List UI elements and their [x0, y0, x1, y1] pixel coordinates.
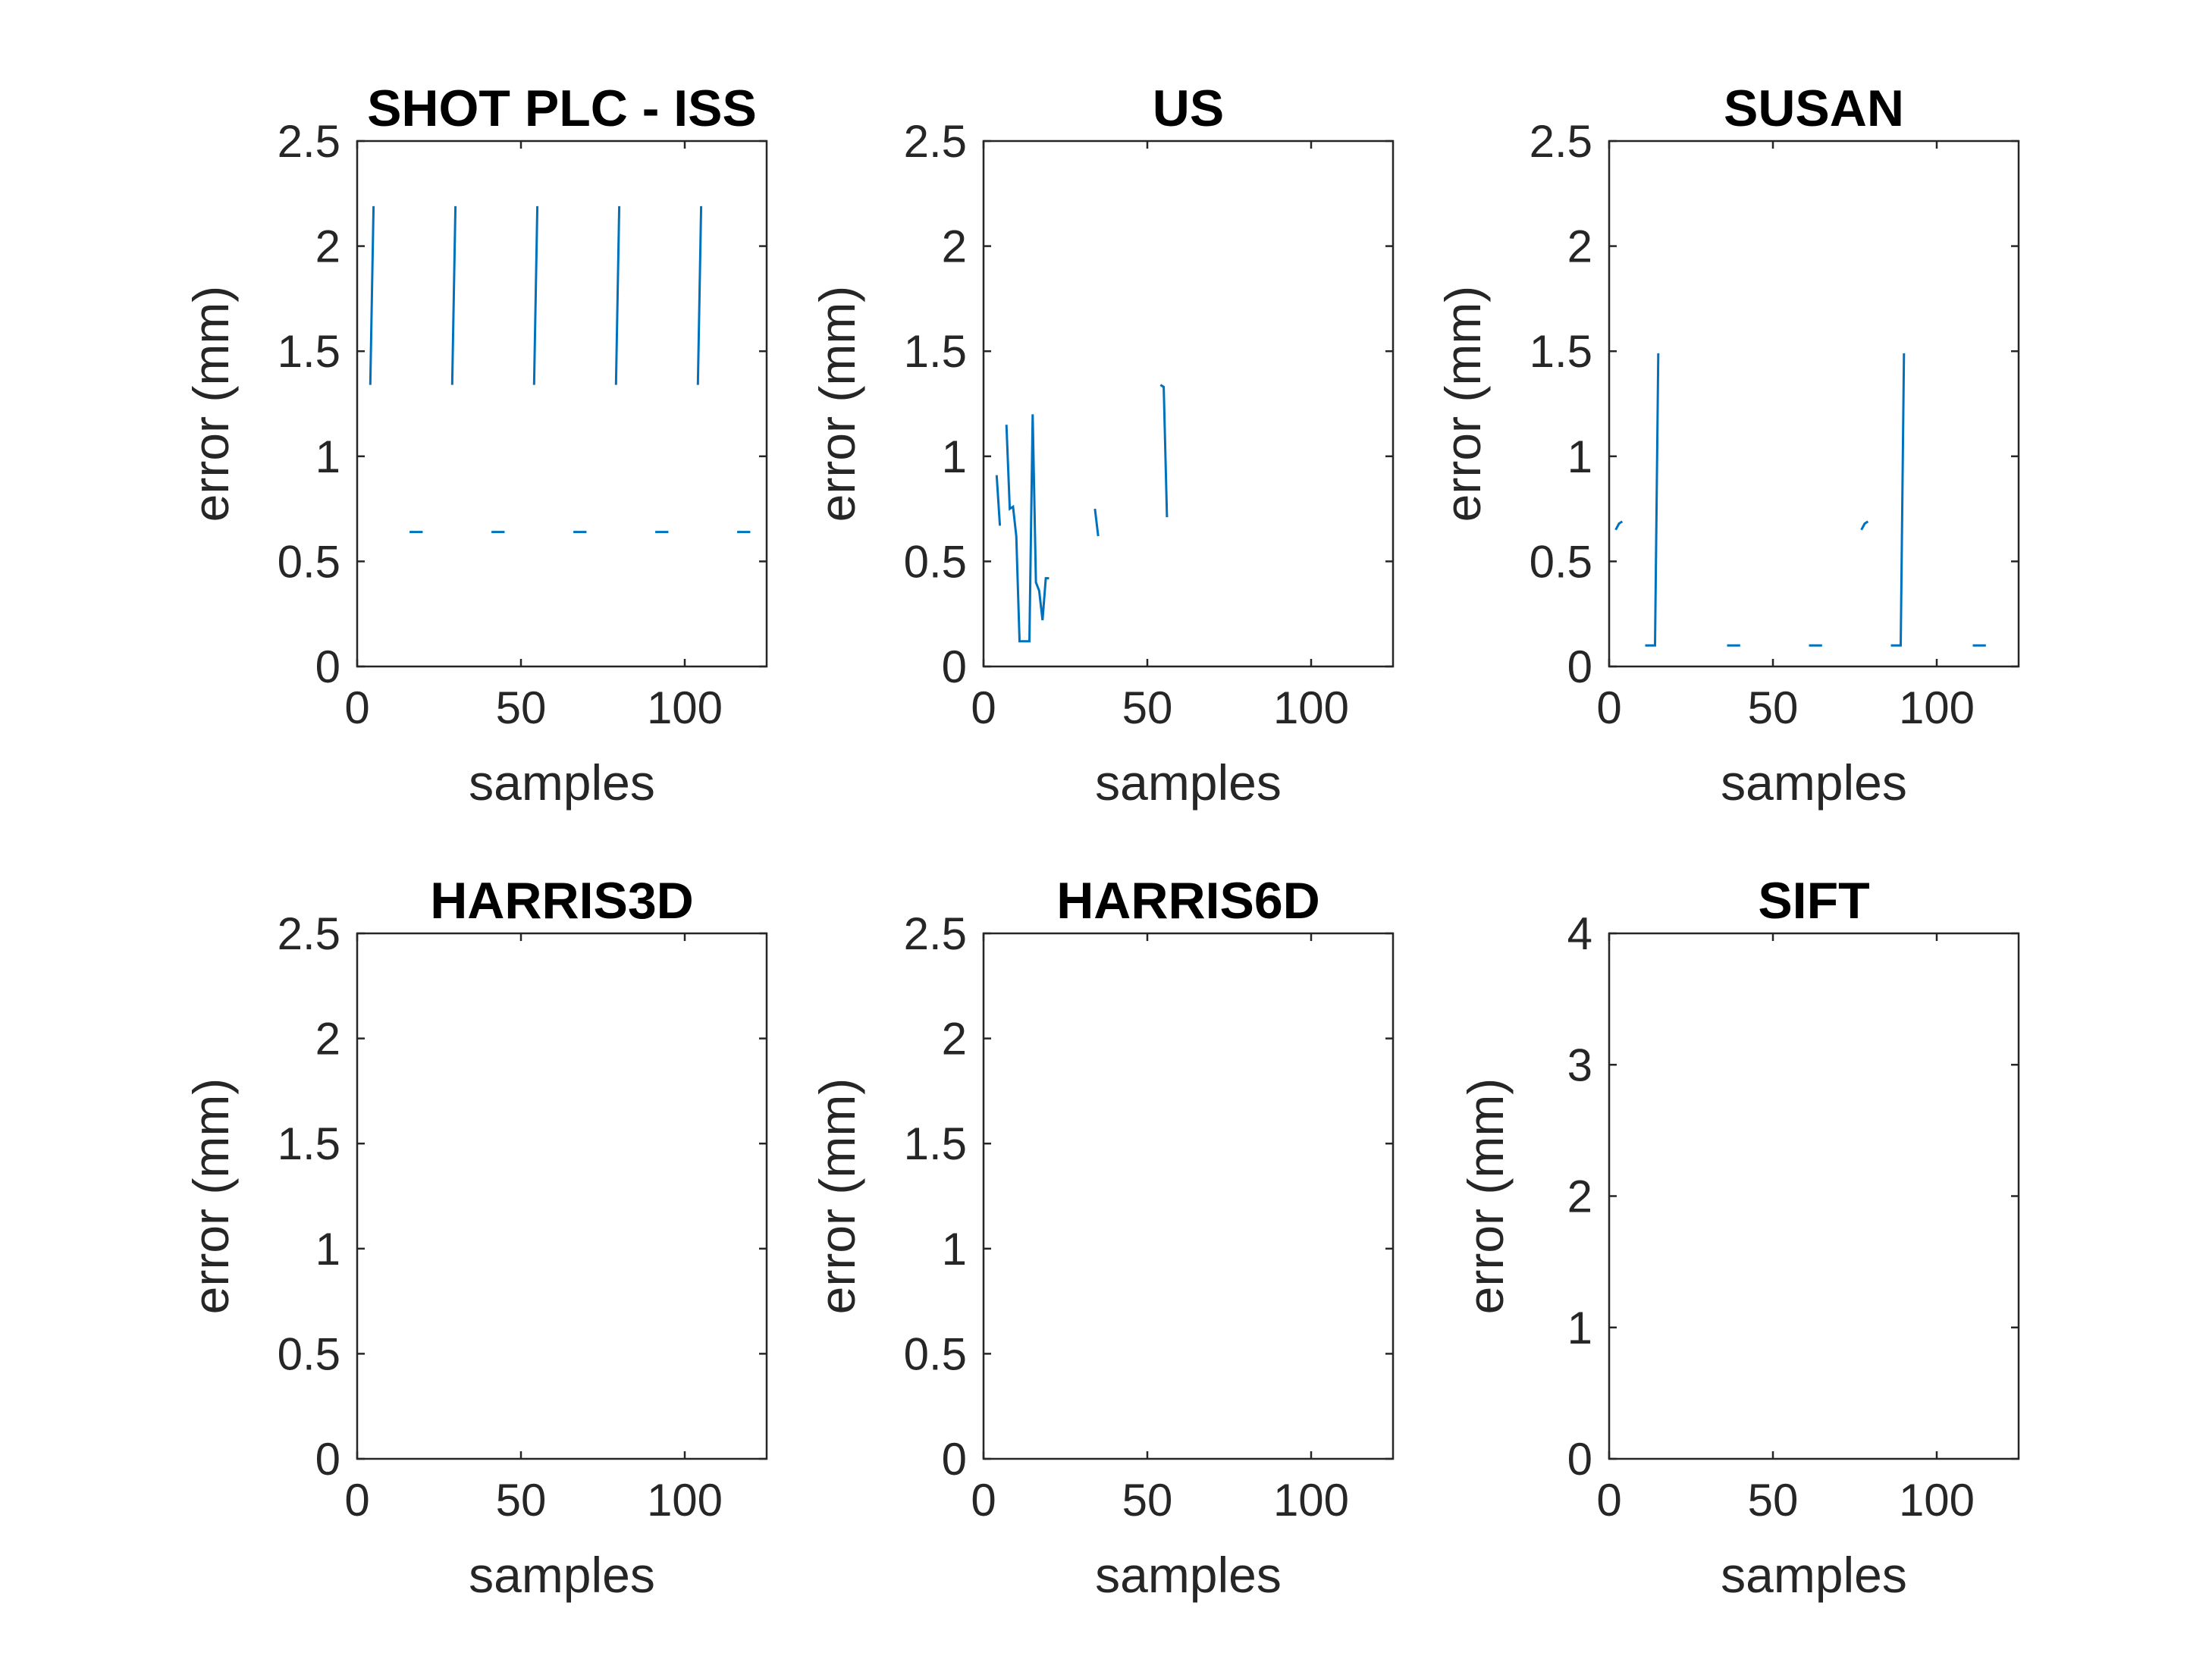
subplot-2: 0 50 100 0 0.5 1 1.5 2 2.5 US samples error (mm) — [809, 80, 1395, 811]
series-segment-2 — [1005, 414, 1050, 643]
x-tick-label: 100 — [1273, 682, 1349, 733]
series-segment-2 — [450, 205, 457, 385]
y-tick-label: 1 — [942, 1224, 967, 1275]
y-axis-label: error (mm) — [809, 1078, 865, 1315]
series-segment-2 — [1645, 353, 1660, 647]
chart-title: HARRIS6D — [1056, 872, 1320, 930]
x-tick-label: 100 — [647, 1475, 723, 1526]
x-tick-label: 50 — [496, 1475, 547, 1526]
y-axis-label: error (mm) — [1435, 286, 1491, 522]
y-tick-label: 1.5 — [278, 326, 340, 377]
y-tick-label: 0 — [942, 1434, 967, 1485]
chart-title: SHOT PLC - ISS — [367, 80, 757, 137]
x-tick-label: 50 — [1122, 1475, 1173, 1526]
y-tick-label: 2.5 — [1530, 116, 1592, 167]
subplot-5: 0 50 100 0 0.5 1 1.5 2 2.5 HARRIS6D samples error (… — [809, 872, 1395, 1603]
y-tick-label: 2 — [942, 221, 967, 272]
subplot-6: 0 50 100 0 1 2 3 4 SIFT samples error (mm) — [1457, 872, 2020, 1603]
x-tick-label: 50 — [496, 682, 547, 733]
chart-title: US — [1153, 80, 1224, 137]
y-tick-label: 0 — [315, 641, 340, 692]
y-tick-label: 0.5 — [278, 536, 340, 587]
y-tick-label: 2 — [315, 221, 340, 272]
chart-title: SIFT — [1758, 872, 1869, 930]
y-tick-label: 3 — [1567, 1040, 1592, 1090]
x-tick-label: 0 — [971, 1475, 996, 1526]
y-tick-label: 1 — [315, 1224, 340, 1275]
axes-box — [356, 932, 768, 1460]
x-axis-label: samples — [1721, 754, 1907, 811]
y-tick-label: 2.5 — [904, 908, 967, 959]
subplot-1: 0 50 100 0 0.5 1 1.5 2 2.5 SHOT PLC - ISS samples e… — [183, 80, 768, 811]
y-tick-label: 0.5 — [904, 536, 967, 587]
series-segment-1 — [1614, 520, 1624, 531]
x-tick-label: 100 — [647, 682, 723, 733]
subplot-4: 0 50 100 0 0.5 1 1.5 2 2.5 HARRIS3D samples error (… — [183, 872, 768, 1603]
y-tick-label: 2.5 — [278, 908, 340, 959]
chart-title: SUSAN — [1724, 80, 1904, 137]
subplot-3: 0 50 100 0 0.5 1 1.5 2 2.5 SUSAN samples error (mm) — [1435, 80, 2020, 811]
x-axis-label: samples — [469, 1547, 655, 1603]
y-axis-label: error (mm) — [183, 1078, 239, 1315]
y-tick-label: 0.5 — [904, 1328, 967, 1379]
x-tick-label: 50 — [1748, 1475, 1799, 1526]
series-segment-5 — [1860, 520, 1869, 531]
series-segment-4 — [1159, 384, 1169, 518]
chart-title: HARRIS3D — [430, 872, 694, 930]
y-tick-label: 1.5 — [1530, 326, 1592, 377]
x-tick-label: 0 — [344, 1475, 369, 1526]
y-tick-label: 1 — [942, 431, 967, 482]
x-axis-label: samples — [1095, 754, 1282, 811]
series-segment-1 — [369, 205, 375, 385]
y-tick-label: 0.5 — [278, 1328, 340, 1379]
x-tick-label: 0 — [971, 682, 996, 733]
axes-box — [1608, 140, 2020, 668]
y-tick-label: 1.5 — [904, 326, 967, 377]
y-tick-label: 0 — [942, 641, 967, 692]
x-axis-label: samples — [1721, 1547, 1907, 1603]
y-tick-label: 1 — [1567, 1303, 1592, 1353]
y-tick-label: 4 — [1567, 908, 1592, 959]
series-segment-5 — [696, 205, 703, 385]
axes-box — [356, 140, 768, 668]
y-tick-label: 0 — [1567, 641, 1592, 692]
x-tick-label: 100 — [1899, 682, 1975, 733]
x-tick-label: 50 — [1748, 682, 1799, 733]
x-tick-label: 0 — [344, 682, 369, 733]
y-axis-label: error (mm) — [183, 286, 239, 522]
y-tick-label: 1.5 — [278, 1118, 340, 1169]
y-tick-label: 1.5 — [904, 1118, 967, 1169]
series-segment-3 — [532, 205, 539, 385]
y-axis-label: error (mm) — [809, 286, 865, 522]
x-axis-label: samples — [469, 754, 655, 811]
series-segment-3 — [1093, 508, 1100, 537]
series-segment-6 — [1890, 353, 1906, 647]
y-tick-label: 2.5 — [278, 116, 340, 167]
series-segment-4 — [614, 205, 621, 385]
y-tick-label: 0 — [1567, 1434, 1592, 1485]
axes-box — [982, 932, 1395, 1460]
y-tick-label: 0 — [315, 1434, 340, 1485]
x-tick-label: 100 — [1899, 1475, 1975, 1526]
y-axis-label: error (mm) — [1457, 1078, 1514, 1315]
series-segment-1 — [995, 475, 1002, 526]
y-tick-label: 2 — [315, 1014, 340, 1065]
axes-box — [982, 140, 1395, 668]
x-axis-label: samples — [1095, 1547, 1282, 1603]
y-tick-label: 0.5 — [1530, 536, 1592, 587]
y-tick-label: 2 — [942, 1014, 967, 1065]
y-tick-label: 2.5 — [904, 116, 967, 167]
y-tick-label: 1 — [1567, 431, 1592, 482]
x-tick-label: 0 — [1596, 682, 1621, 733]
y-tick-label: 2 — [1567, 1171, 1592, 1222]
x-tick-label: 0 — [1596, 1475, 1621, 1526]
y-tick-label: 1 — [315, 431, 340, 482]
x-tick-label: 50 — [1122, 682, 1173, 733]
x-tick-label: 100 — [1273, 1475, 1349, 1526]
axes-box — [1608, 932, 2020, 1460]
y-tick-label: 2 — [1567, 221, 1592, 272]
